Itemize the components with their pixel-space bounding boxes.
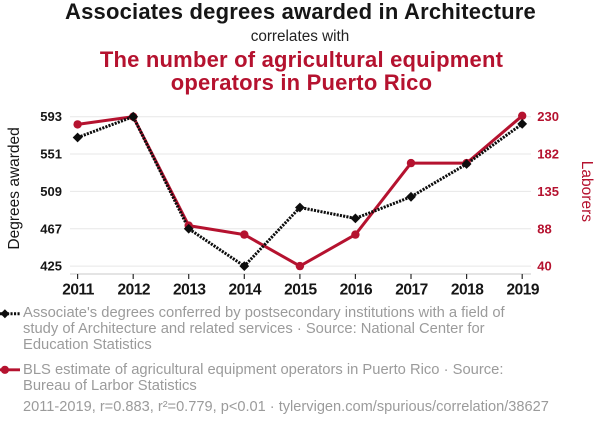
svg-text:593: 593 — [40, 109, 62, 124]
svg-text:135: 135 — [537, 184, 559, 199]
svg-text:2013: 2013 — [173, 281, 206, 298]
svg-text:467: 467 — [40, 221, 62, 236]
svg-text:551: 551 — [40, 147, 62, 162]
svg-text:2017: 2017 — [395, 281, 427, 298]
svg-text:Degrees awarded: Degrees awarded — [6, 127, 23, 249]
svg-text:2015: 2015 — [284, 281, 317, 298]
svg-text:Laborers: Laborers — [578, 161, 595, 222]
svg-text:2014: 2014 — [229, 281, 262, 298]
svg-text:40: 40 — [537, 259, 551, 274]
svg-text:88: 88 — [537, 221, 551, 236]
svg-text:2012: 2012 — [117, 281, 149, 298]
svg-text:509: 509 — [40, 184, 62, 199]
svg-text:2018: 2018 — [451, 281, 484, 298]
svg-text:2016: 2016 — [340, 281, 373, 298]
svg-text:230: 230 — [537, 109, 559, 124]
svg-text:2011: 2011 — [62, 281, 95, 298]
svg-text:182: 182 — [537, 147, 559, 162]
svg-text:425: 425 — [40, 259, 62, 274]
svg-text:2019: 2019 — [506, 281, 539, 298]
